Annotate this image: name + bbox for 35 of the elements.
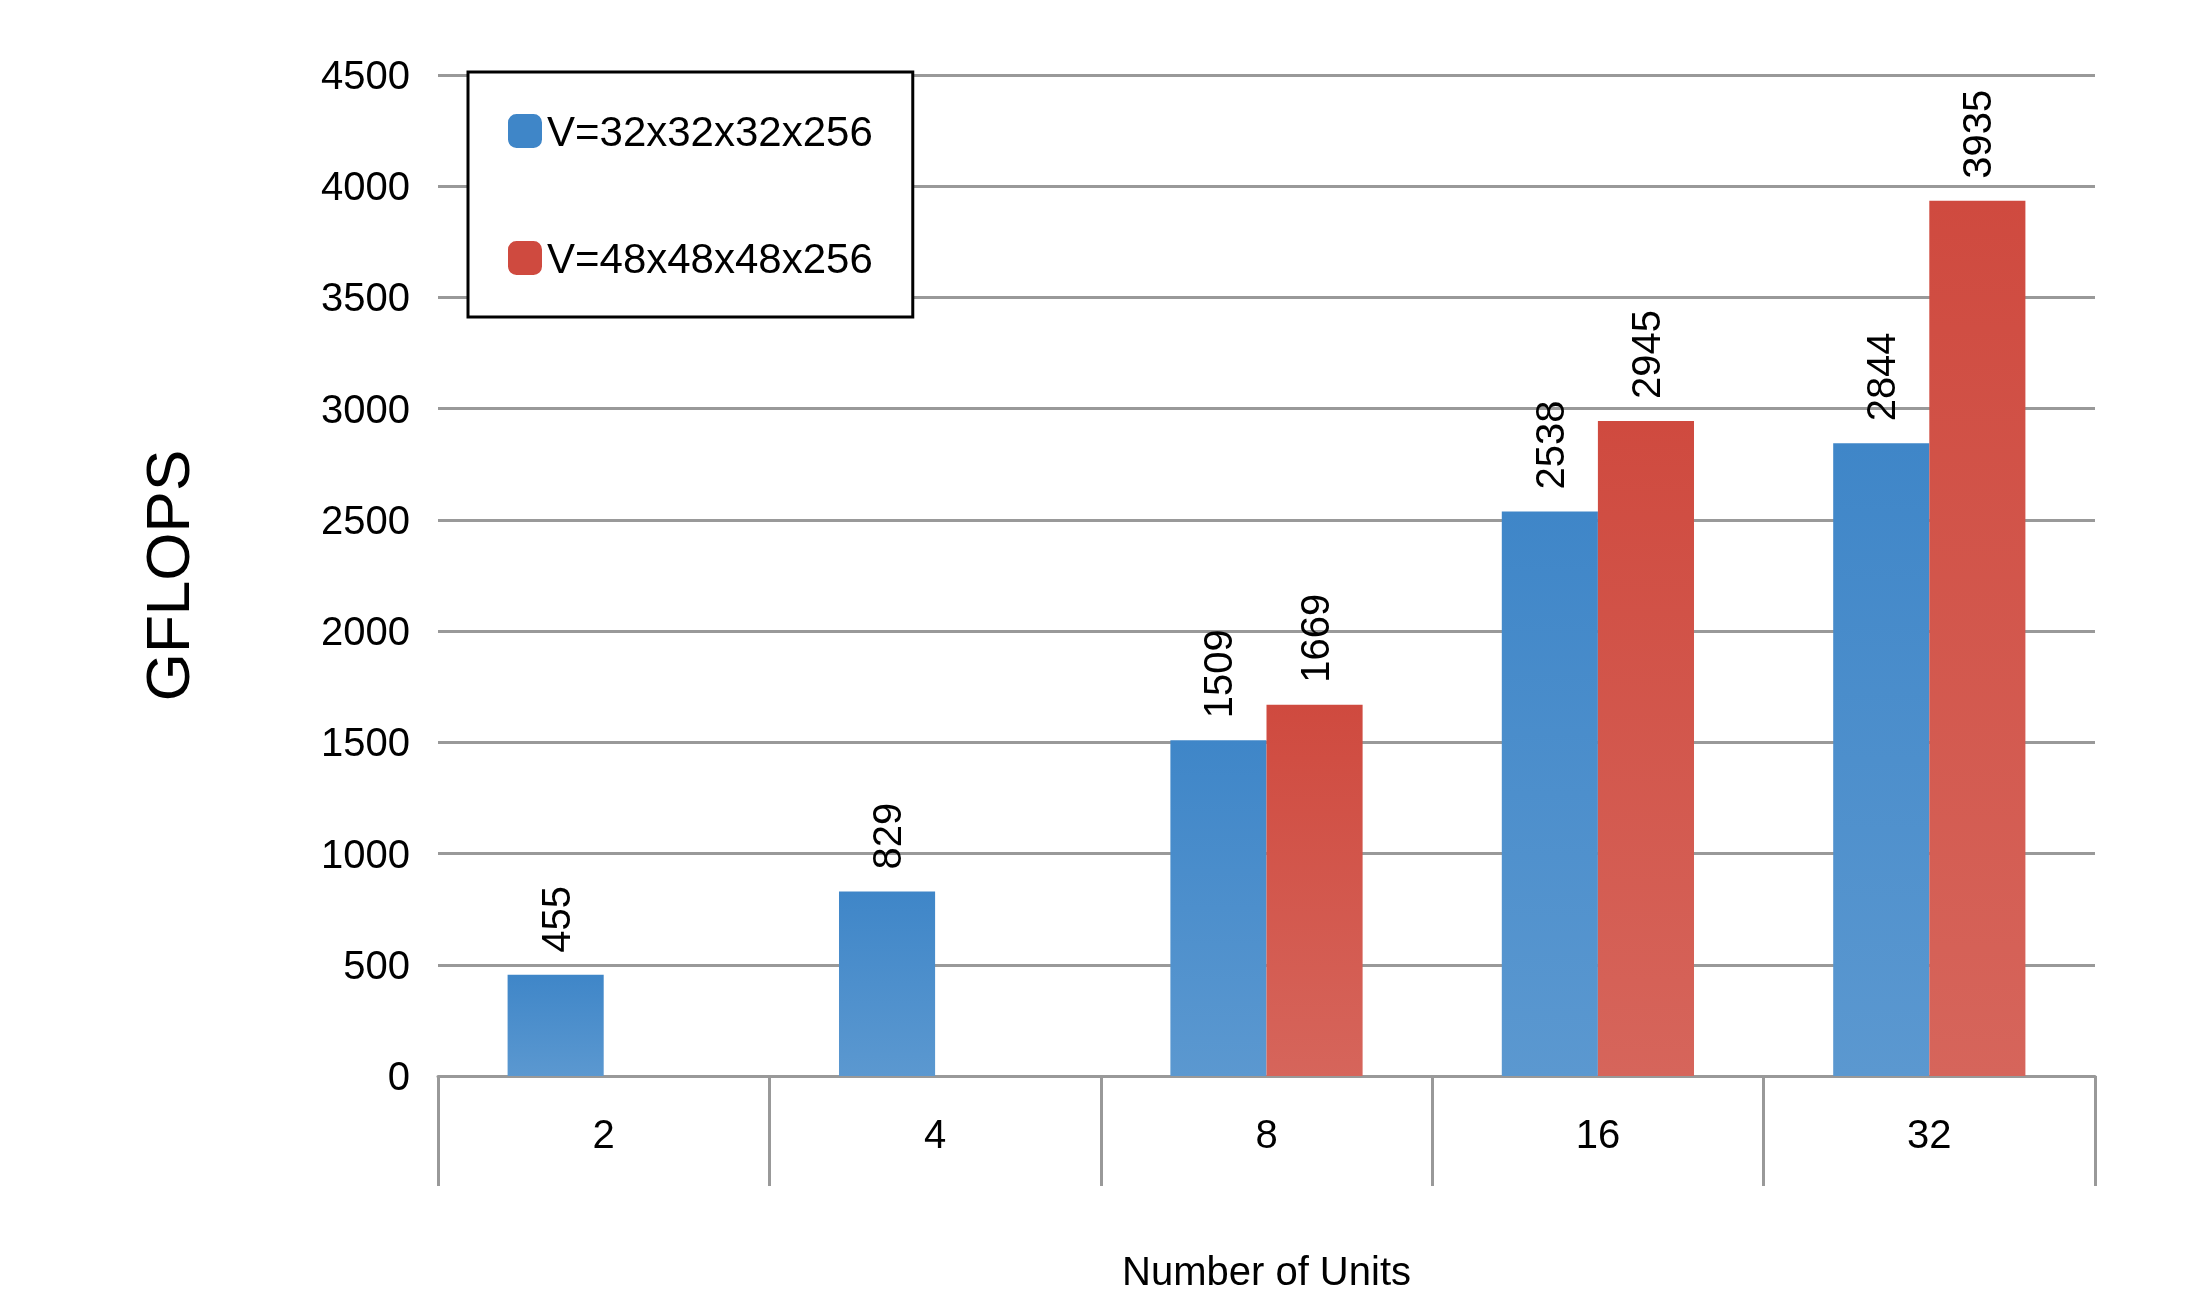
data-label: 455 — [533, 886, 578, 953]
x-tick-label: 16 — [1575, 1112, 1621, 1156]
data-label: 1669 — [1292, 593, 1337, 683]
legend-label: V=32x32x32x256 — [547, 107, 873, 155]
data-label: 3935 — [1955, 89, 2000, 179]
data-label: 1509 — [1196, 629, 1241, 719]
x-tick-label: 2 — [592, 1112, 615, 1156]
data-label: 2538 — [1527, 400, 1572, 490]
x-tick-label: 8 — [1255, 1112, 1278, 1156]
y-tick-label: 500 — [343, 942, 410, 987]
y-tick-label: 2500 — [321, 497, 410, 542]
y-tick-label: 1500 — [321, 720, 410, 765]
bar — [838, 891, 936, 1076]
bar — [1266, 704, 1363, 1076]
bar — [1929, 200, 2026, 1076]
bar — [1833, 443, 1930, 1076]
data-label: 2945 — [1623, 309, 1668, 399]
y-tick-label: 4500 — [321, 53, 410, 97]
y-axis-title: GFLOPS — [132, 449, 202, 702]
bar — [1170, 740, 1267, 1076]
legend-label: V=48x48x48x256 — [547, 234, 873, 282]
x-tick-label: 4 — [923, 1112, 947, 1156]
bar — [1597, 420, 1695, 1076]
y-tick-label: 1000 — [321, 831, 410, 876]
y-tick-label: 3000 — [321, 386, 410, 431]
data-label: 2844 — [1859, 332, 1904, 422]
y-tick-label: 0 — [387, 1054, 410, 1098]
y-tick-label: 3500 — [321, 275, 410, 320]
x-tick-label: 32 — [1907, 1112, 1952, 1156]
bar — [507, 974, 604, 1076]
y-tick-label: 4000 — [321, 164, 410, 209]
bar — [1501, 511, 1598, 1076]
data-label: 829 — [865, 802, 910, 870]
x-axis-title: Number of Units — [1122, 1249, 1411, 1293]
y-tick-label: 2000 — [321, 609, 410, 654]
